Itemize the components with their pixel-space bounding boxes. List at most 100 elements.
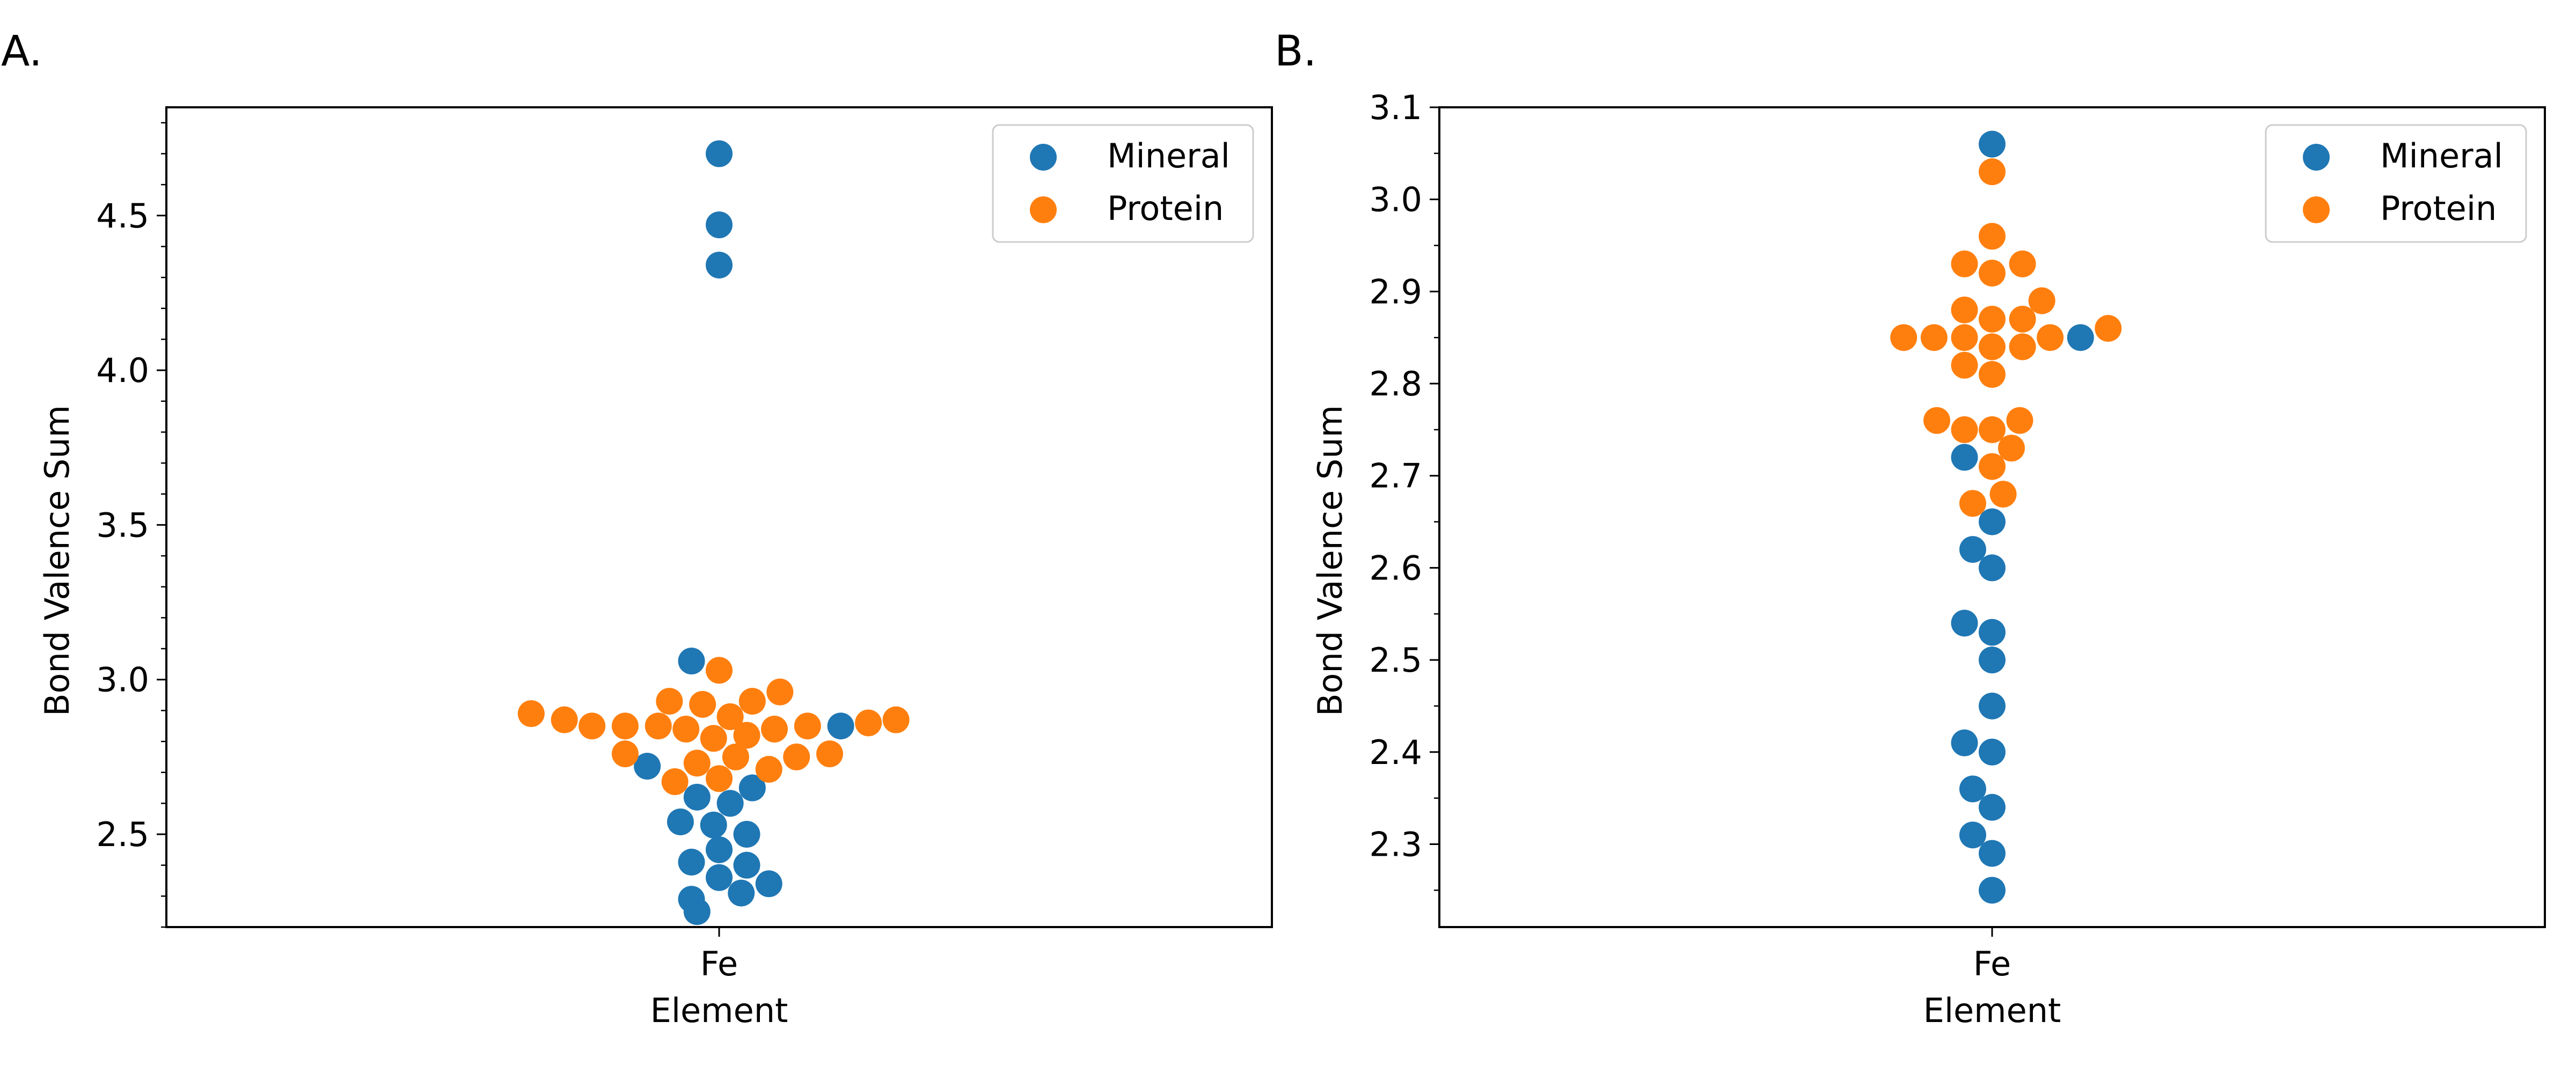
protein-point (733, 722, 760, 749)
protein-point (689, 690, 716, 718)
y-tick-label: 2.8 (1369, 364, 1422, 403)
protein-point (672, 715, 700, 743)
mineral-point (1951, 609, 1978, 637)
legend-marker-protein (2303, 196, 2330, 223)
protein-point (1951, 351, 1978, 379)
y-tick-label: 3.5 (96, 505, 149, 545)
mineral-point (706, 211, 733, 239)
y-tick-label: 3.0 (1369, 180, 1422, 219)
mineral-point (1979, 738, 2006, 766)
y-tick-label: 2.5 (1369, 641, 1422, 680)
y-tick-label: 3.0 (96, 660, 149, 700)
mineral-point (1979, 646, 2006, 674)
protein-point (1979, 223, 2006, 250)
protein-point (2009, 333, 2036, 361)
mineral-point (1979, 793, 2006, 821)
legend-box (992, 124, 1254, 243)
protein-point (551, 706, 578, 733)
y-tick-label: 2.5 (96, 815, 149, 854)
y-axis-label: Bond Valence Sum (38, 405, 77, 716)
protein-point (1979, 361, 2006, 388)
protein-point (755, 755, 782, 783)
protein-point (706, 657, 733, 684)
panel-label: A. (1, 27, 42, 76)
protein-point (611, 712, 639, 740)
legend: Mineral Protein (2265, 124, 2527, 243)
mineral-point (1979, 619, 2006, 646)
mineral-point (1959, 821, 1986, 849)
y-axis-label: Bond Valence Sum (1311, 405, 1350, 716)
mineral-point (678, 886, 705, 913)
protein-point (1951, 250, 1978, 277)
protein-point (1959, 490, 1986, 517)
protein-point (761, 715, 788, 743)
mineral-point (1951, 729, 1978, 756)
protein-point (2006, 407, 2033, 434)
protein-point (683, 749, 711, 777)
mineral-point (1979, 508, 2006, 535)
protein-point (738, 688, 766, 715)
x-axis-label: Element (650, 991, 788, 1030)
mineral-point (827, 712, 854, 740)
mineral-point (1979, 554, 2006, 582)
protein-point (722, 743, 749, 770)
protein-point (1923, 407, 1950, 434)
mineral-point (667, 808, 694, 835)
mineral-point (1979, 130, 2006, 158)
legend-marker-mineral (1030, 144, 1057, 171)
protein-point (2095, 315, 2122, 342)
legend-label-protein: Protein (2380, 189, 2497, 228)
protein-point (645, 712, 672, 740)
protein-point (700, 725, 727, 752)
protein-point (766, 678, 794, 705)
protein-point (716, 703, 744, 730)
mineral-point (678, 848, 705, 876)
mineral-point (1979, 692, 2006, 719)
mineral-point (678, 648, 705, 675)
y-tick-label: 4.0 (96, 351, 149, 390)
x-tick-label: Fe (700, 944, 738, 983)
protein-point (656, 688, 683, 715)
y-tick-label: 2.9 (1369, 272, 1422, 311)
protein-point (1979, 158, 2006, 186)
protein-point (1989, 481, 2017, 508)
protein-point (1979, 453, 2006, 480)
mineral-point (1951, 444, 1978, 471)
mineral-point (706, 252, 733, 279)
protein-point (579, 712, 606, 740)
protein-point (1979, 260, 2006, 287)
mineral-point (1979, 840, 2006, 867)
protein-point (882, 706, 910, 733)
protein-point (783, 743, 810, 770)
protein-point (2009, 250, 2036, 277)
y-tick-label: 2.3 (1369, 825, 1422, 864)
y-tick-label: 2.4 (1369, 733, 1422, 772)
mineral-point (706, 140, 733, 167)
mineral-point (733, 851, 760, 879)
legend-label-protein: Protein (1107, 189, 1224, 228)
chart-panel-a: A. 2.5 3.0 3.5 4.0 4.5 Fe Element Bond Valen… (1, 27, 1273, 1030)
mineral-point (706, 836, 733, 863)
mineral-point (733, 821, 760, 848)
legend-box (2265, 124, 2527, 243)
legend: Mineral Protein (992, 124, 1254, 243)
protein-point (1979, 416, 2006, 443)
mineral-point (700, 811, 727, 839)
legend-label-mineral: Mineral (1107, 136, 1230, 175)
mineral-point (1979, 877, 2006, 904)
protein-point (1979, 333, 2006, 361)
panel-label: B. (1275, 27, 1316, 76)
mineral-point (706, 864, 733, 891)
protein-point (661, 768, 689, 795)
plot-area: 2.5 3.0 3.5 4.0 4.5 (96, 106, 1273, 937)
y-tick-label: 2.6 (1369, 548, 1422, 587)
mineral-point (738, 774, 766, 802)
mineral-point (1959, 536, 1986, 563)
protein-point (2028, 287, 2055, 314)
protein-point (2009, 305, 2036, 333)
protein-point (2037, 324, 2064, 351)
protein-point (794, 712, 821, 740)
protein-point (611, 740, 639, 768)
protein-point (517, 700, 545, 727)
